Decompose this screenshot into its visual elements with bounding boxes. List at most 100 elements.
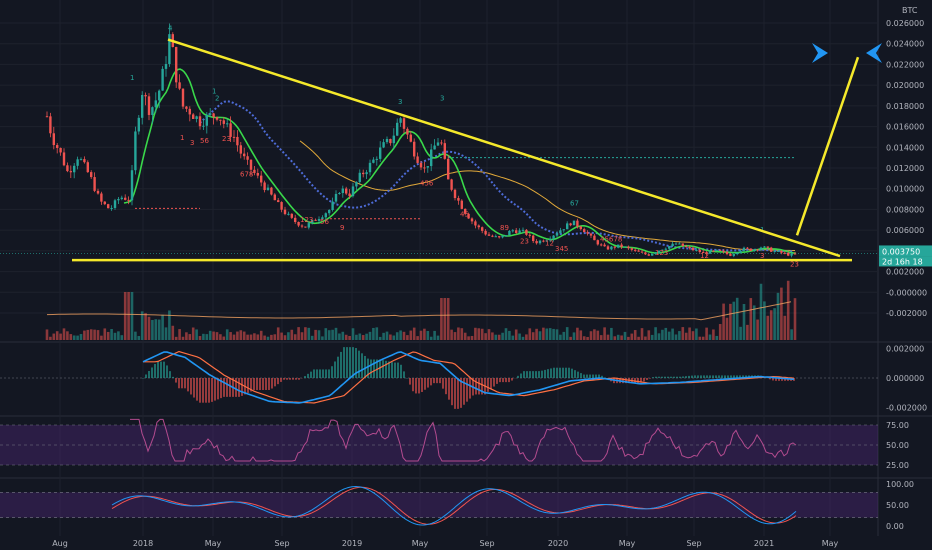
volume-bar [181, 336, 185, 340]
candle-body [205, 114, 208, 126]
volume-bar [317, 330, 321, 340]
volume-bar [497, 334, 501, 340]
macd-hist-bar [154, 363, 156, 378]
volume-bar [324, 328, 328, 340]
macd-hist-bar [478, 378, 480, 395]
macd-hist-bar [253, 378, 255, 391]
candle-body [324, 213, 327, 218]
macd-hist-bar [541, 370, 543, 378]
td-count-label: 12 [545, 240, 554, 248]
macd-hist-bar [739, 375, 741, 378]
macd-hist-bar [331, 366, 333, 378]
volume-bar [735, 297, 739, 340]
candle-body [379, 147, 382, 159]
candle-body [127, 199, 130, 201]
macd-hist-bar [430, 378, 432, 386]
volume-bar [729, 303, 732, 340]
candle-body [256, 172, 259, 176]
rsi-tick-1: 50.00 [886, 441, 909, 450]
candle-body [504, 235, 508, 237]
volume-bar [457, 327, 460, 340]
candle-body [334, 193, 338, 202]
candle-body [219, 119, 222, 121]
macd-hist-bar [655, 376, 657, 378]
candle-body [464, 208, 467, 214]
macd-hist-bar [187, 378, 189, 392]
macd-hist-bar [664, 376, 666, 378]
volume-bar [586, 336, 589, 340]
volume-bar [246, 334, 249, 340]
candle-body [266, 187, 270, 191]
volume-bar [137, 336, 141, 340]
volume-bar [96, 330, 100, 340]
candle-body [467, 213, 470, 219]
volume-bar [198, 336, 202, 340]
volume-bar [470, 335, 474, 340]
candle-body [287, 213, 290, 215]
volume-bar [484, 333, 487, 340]
candle-body [168, 34, 171, 65]
macd-hist-bar [733, 375, 735, 378]
macd-hist-bar [448, 378, 450, 400]
volume-bar [467, 336, 470, 340]
candle-body [229, 123, 232, 137]
macd-hist-bar [277, 378, 279, 385]
td-count-label: 1 [130, 74, 134, 82]
candle-body [406, 128, 409, 135]
volume-bar [270, 334, 273, 340]
volume-bar [610, 327, 613, 340]
volume-bar [283, 335, 287, 340]
volume-bar [103, 328, 107, 340]
volume-bar [480, 328, 484, 340]
macd-hist-bar [400, 364, 402, 378]
volume-bar [338, 333, 341, 340]
rsi-line [130, 418, 797, 462]
candle-body [73, 165, 76, 173]
macd-hist-bar [208, 378, 210, 403]
candle-body [440, 142, 443, 144]
candle-body [518, 230, 521, 233]
candle-body [688, 246, 691, 248]
macd-hist-bar [511, 378, 513, 381]
candle-body [49, 116, 52, 134]
candle-body [589, 233, 593, 236]
volume-bar [528, 328, 532, 340]
volume-bar [348, 335, 351, 340]
td-count-label: 1 [212, 87, 216, 95]
candle-body [498, 236, 501, 238]
macd-hist-bar [580, 373, 582, 378]
volume-bar [525, 334, 528, 340]
macd-hist-bar [265, 378, 267, 391]
macd-hist-bar [427, 378, 429, 388]
price-tick-5: 0.016000 [886, 123, 924, 132]
candle-body [525, 229, 528, 235]
projection-line [795, 56, 860, 236]
candle-body [348, 193, 351, 197]
candle-body [511, 230, 514, 232]
macd-hist-bar [148, 370, 150, 378]
volume-bar [86, 329, 90, 340]
td-count-label: 3 [190, 139, 194, 147]
macd-hist-bar [436, 378, 438, 384]
candle-body [753, 249, 756, 251]
candle-body [96, 190, 100, 194]
macd-hist-bar [535, 371, 537, 378]
macd-hist-bar [571, 368, 573, 378]
volume-bar [239, 330, 243, 340]
candle-body [742, 247, 746, 251]
volume-bar [786, 280, 790, 340]
candle-body [600, 244, 603, 246]
candle-body [372, 159, 375, 163]
candle-body [481, 227, 484, 231]
candle-body [678, 243, 681, 245]
volume-bar [579, 330, 583, 340]
candle-body [698, 249, 701, 252]
candle-body [535, 241, 538, 244]
last-price-badge [879, 245, 932, 257]
macd-hist-bar [355, 348, 357, 378]
candle-body [661, 249, 664, 251]
macd-hist-bar [445, 378, 447, 395]
td-count-label: 56 [200, 137, 209, 145]
volume-bar [596, 330, 600, 340]
